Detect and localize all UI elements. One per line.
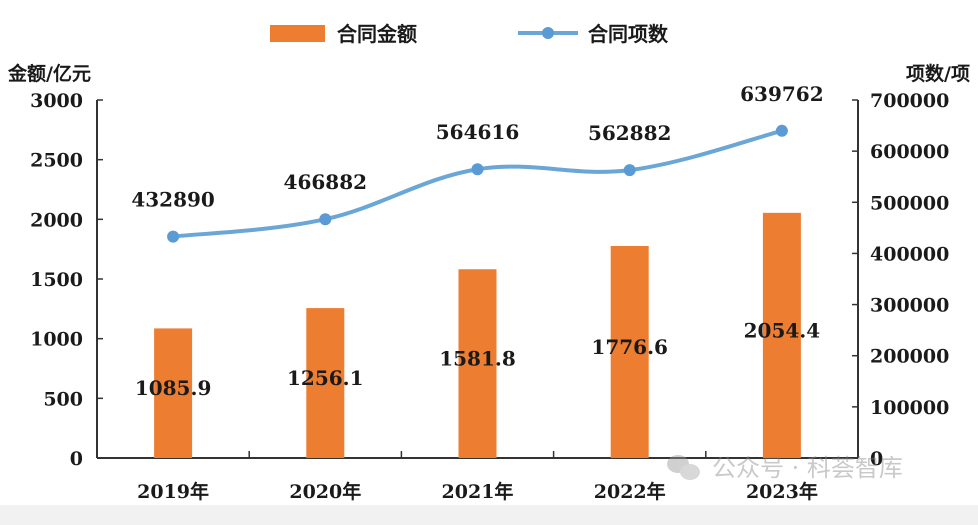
x-tick-label: 2019年 <box>137 480 209 503</box>
x-tick-label: 2021年 <box>442 480 514 503</box>
legend-bar-swatch <box>270 25 325 42</box>
left-axis-label: 金额/亿元 <box>7 62 91 85</box>
legend-item-bar: 合同金额 <box>270 22 417 46</box>
line-data-label: 562882 <box>588 121 672 145</box>
left-tick-label: 500 <box>43 388 83 410</box>
bar <box>610 245 649 458</box>
legend-bar-label: 合同金额 <box>337 22 417 46</box>
bar-data-label: 2054.4 <box>744 318 821 342</box>
right-tick-label: 200000 <box>870 346 949 368</box>
right-tick-label: 300000 <box>870 295 949 317</box>
right-tick-label: 400000 <box>870 243 949 265</box>
bar-data-label: 1581.8 <box>439 347 516 371</box>
wechat-icon <box>667 455 700 480</box>
line-point <box>471 163 484 176</box>
line-data-label: 564616 <box>436 120 520 144</box>
left-tick-label: 1000 <box>30 329 83 351</box>
bar <box>306 308 345 458</box>
legend-line-marker <box>542 27 554 39</box>
bottom-strip <box>0 505 978 525</box>
bar <box>762 212 801 458</box>
line-series <box>172 128 783 239</box>
left-tick-label: 2000 <box>30 209 83 231</box>
right-tick-label: 700000 <box>870 90 949 112</box>
right-tick-label: 100000 <box>870 397 949 419</box>
bar-data-label: 1085.9 <box>135 376 212 400</box>
right-tick-label: 500000 <box>870 192 949 214</box>
line-data-label: 466882 <box>284 170 368 194</box>
watermark: 公众号 · 科荟智库 <box>667 454 903 482</box>
line-data-label: 639762 <box>740 82 824 106</box>
left-tick-label: 3000 <box>30 90 83 112</box>
left-tick-label: 1500 <box>30 269 83 291</box>
bar-data-label: 1256.1 <box>287 366 364 390</box>
line-point <box>775 124 788 137</box>
right-tick-label: 600000 <box>870 141 949 163</box>
left-tick-label: 0 <box>70 448 83 470</box>
left-tick-label: 2500 <box>30 150 83 172</box>
x-tick-label: 2022年 <box>594 480 666 503</box>
bar <box>154 328 193 458</box>
legend-item-line: 合同项数 <box>518 22 669 46</box>
legend-line-label: 合同项数 <box>588 22 669 46</box>
line-data-label: 432890 <box>131 188 215 212</box>
right-axis-label: 项数/项 <box>906 62 970 85</box>
line-point <box>319 213 332 226</box>
line-point <box>623 164 636 177</box>
legend: 合同金额 合同项数 <box>270 22 669 46</box>
line-point <box>167 230 180 243</box>
bar-data-label: 1776.6 <box>591 335 668 359</box>
x-tick-label: 2020年 <box>289 480 361 503</box>
svg-text:公众号 · 科荟智库: 公众号 · 科荟智库 <box>712 454 903 482</box>
right-tick-label: 0 <box>870 448 883 470</box>
bar <box>458 269 497 458</box>
x-tick-label: 2023年 <box>746 480 818 503</box>
